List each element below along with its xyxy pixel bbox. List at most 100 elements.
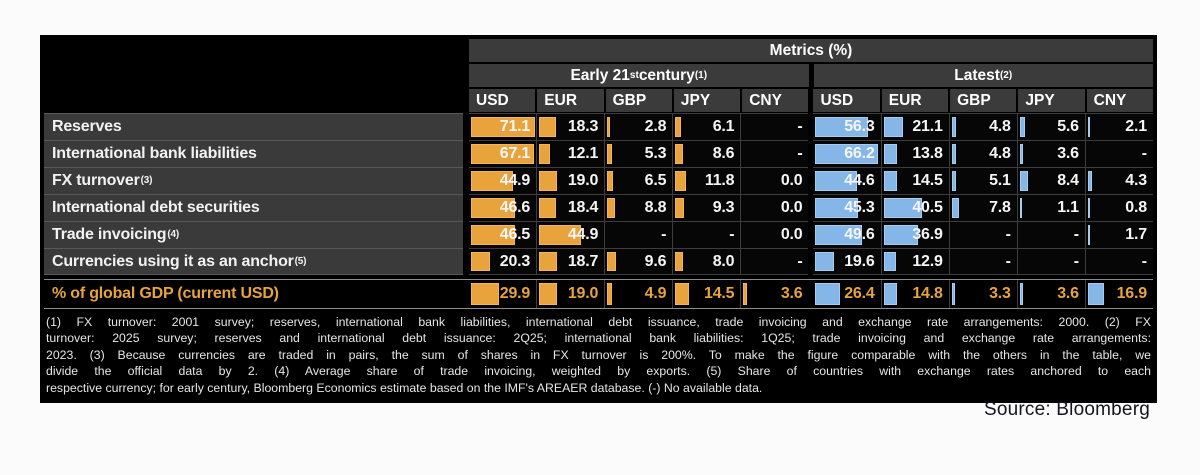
row-label-text: FX turnover: [52, 172, 140, 189]
row-values: 71.1 18.3 2.8 6.1 - 56.3 21.1 4.8 5.6 2.1: [469, 113, 1153, 140]
value-cell: 14.8: [880, 280, 949, 308]
value-text: 46.5: [499, 226, 531, 243]
row-label: FX turnover (3): [44, 167, 463, 194]
latest-bar: [1087, 198, 1090, 218]
early-bar: [539, 144, 551, 164]
value-text: 8.4: [1057, 172, 1079, 189]
column-header-eur: EUR: [535, 89, 604, 112]
value-text: 44.9: [499, 172, 531, 189]
table-row: FX turnover (3) 44.9 19.0 6.5 11.8 0.0 44.6 14.5…: [44, 167, 1153, 194]
footnote-line: turnover: 2025 survey; reserves and inte…: [46, 331, 1151, 346]
value-cell: 1.1: [1016, 194, 1085, 221]
value-text: 44.6: [844, 172, 875, 189]
group-label-text: century: [638, 66, 695, 84]
value-text: 0.8: [1125, 199, 1147, 216]
early-bar: [675, 283, 689, 305]
value-cell: 9.3: [672, 194, 741, 221]
latest-bar: [1087, 225, 1090, 245]
footnote-line: respective currency; for early century, …: [46, 380, 763, 395]
early-bar: [675, 252, 683, 271]
value-text: 40.5: [912, 199, 943, 216]
latest-bar: [883, 283, 898, 305]
column-group-latest: Latest (2): [813, 64, 1153, 87]
row-label: % of global GDP (current USD): [44, 280, 463, 308]
value-text: 18.7: [567, 252, 599, 270]
latest-bar: [815, 283, 841, 305]
value-cell: 9.6: [604, 248, 673, 275]
early-bar: [471, 225, 515, 245]
value-text: 5.3: [644, 145, 667, 162]
value-cell: 8.0: [672, 248, 741, 275]
latest-bar: [1087, 171, 1092, 191]
latest-bar: [883, 171, 898, 191]
value-text: 18.4: [567, 199, 599, 216]
latest-bar: [1019, 117, 1025, 137]
value-cell: 8.6: [672, 140, 741, 167]
value-cell: 18.3: [536, 113, 605, 140]
latest-bar: [815, 117, 869, 137]
row-label: International bank liabilities: [44, 140, 463, 167]
table-row: International bank liabilities 67.1 12.1 5.…: [44, 140, 1153, 167]
value-text: 12.9: [912, 252, 943, 270]
value-cell: 19.6: [813, 248, 881, 275]
value-text: 3.6: [1057, 285, 1079, 302]
value-text: 4.8: [989, 118, 1011, 135]
value-cell: 12.9: [880, 248, 949, 275]
value-cell: 1.7: [1084, 221, 1153, 248]
value-cell: 14.5: [672, 280, 741, 308]
summary-divider: [44, 275, 1153, 279]
footnote-line: divide the official data by 2. (4) Avera…: [46, 364, 1151, 379]
value-text: 19.0: [567, 285, 599, 302]
table-row: Trade invoicing (4) 46.5 44.9 - - 0.0 49.6 36.9 -…: [44, 221, 1153, 248]
value-text: 13.8: [912, 145, 943, 162]
value-cell: 14.5: [880, 167, 949, 194]
value-cell: 67.1: [469, 140, 537, 167]
latest-bar: [1087, 117, 1090, 137]
early-bar: [607, 144, 613, 164]
value-cell: 18.4: [536, 194, 605, 221]
value-cell: 19.0: [536, 280, 605, 308]
value-cell: -: [672, 221, 741, 248]
value-text: -: [797, 145, 803, 162]
latest-bar: [951, 144, 957, 164]
value-cell: 66.2: [813, 140, 881, 167]
value-text: -: [661, 226, 667, 243]
column-header-gbp: GBP: [603, 89, 672, 112]
summary-row: % of global GDP (current USD) 29.9 19.0 4.9…: [44, 279, 1153, 309]
value-text: 19.0: [567, 172, 599, 189]
value-text: 3.6: [780, 285, 803, 302]
value-cell: 4.3: [1084, 167, 1153, 194]
row-label: Trade invoicing (4): [44, 221, 463, 248]
value-text: 71.1: [499, 118, 531, 135]
value-cell: 0.0: [740, 194, 809, 221]
value-cell: 6.5: [604, 167, 673, 194]
value-cell: 44.9: [536, 221, 605, 248]
value-text: -: [797, 252, 803, 270]
value-text: 5.1: [989, 172, 1011, 189]
row-label-text: % of global GDP (current USD): [52, 285, 279, 302]
row-label-text: Currencies using it as an anchor: [52, 252, 294, 270]
value-cell: 11.8: [672, 167, 741, 194]
corner-spacer: [44, 64, 469, 87]
row-label-text: International debt securities: [52, 199, 260, 216]
early-bar: [607, 171, 614, 191]
value-text: 29.9: [499, 285, 531, 302]
value-text: 66.2: [844, 145, 875, 162]
early-bar: [607, 198, 616, 218]
value-text: 18.3: [567, 118, 599, 135]
value-text: 1.7: [1125, 226, 1147, 243]
value-text: 21.1: [912, 118, 943, 135]
value-text: 1.1: [1057, 199, 1079, 216]
latest-bar: [815, 198, 859, 218]
value-cell: 3.6: [1016, 280, 1085, 308]
row-label-text: Trade invoicing: [52, 226, 167, 243]
value-cell: 44.6: [813, 167, 881, 194]
value-text: 0.0: [780, 172, 803, 189]
early-bar: [471, 252, 491, 271]
value-text: 44.9: [567, 226, 599, 243]
column-header-cny: CNY: [1084, 89, 1153, 112]
value-cell: -: [740, 248, 809, 275]
value-cell: -: [740, 113, 809, 140]
latest-bar: [815, 225, 863, 245]
value-cell: 4.9: [604, 280, 673, 308]
